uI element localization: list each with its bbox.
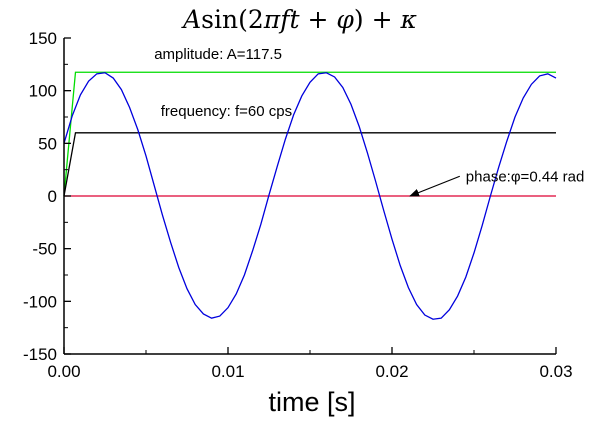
- title-part: (2: [238, 5, 264, 34]
- annotation-label: phase:φ=0.44 rad: [466, 168, 585, 185]
- title-part: ) +: [354, 5, 401, 34]
- x-axis-label: time [s]: [268, 387, 355, 417]
- y-tick-label: 50: [38, 134, 57, 153]
- title-part: +: [300, 5, 337, 34]
- y-tick-label: -100: [23, 292, 57, 311]
- annotation-label: amplitude: A=117.5: [154, 46, 282, 63]
- x-tick-label: 0.01: [211, 362, 244, 381]
- series-line-0: [63, 71, 556, 197]
- title-part: φ: [336, 5, 354, 34]
- annotation-arrow: [409, 175, 461, 197]
- annotation-label: frequency: f=60 cps: [161, 103, 292, 120]
- title-part: ft: [278, 5, 300, 34]
- title-part: sin: [201, 5, 238, 34]
- y-tick-label: 150: [29, 29, 57, 48]
- y-tick-label: -150: [23, 345, 57, 364]
- y-tick-label: -50: [32, 240, 57, 259]
- x-tick-label: 0.03: [539, 362, 572, 381]
- title-part: π: [263, 5, 281, 34]
- y-tick-label: 0: [48, 187, 57, 206]
- chart-title: Asin(2πft + φ) + κ: [181, 5, 417, 34]
- title-part: A: [181, 5, 201, 34]
- x-tick-label: 0.02: [375, 362, 408, 381]
- y-tick-label: 100: [29, 82, 57, 101]
- x-tick-label: 0.00: [47, 362, 80, 381]
- series-line-1: [63, 132, 556, 197]
- series-line-3: [63, 72, 557, 320]
- title-part: κ: [399, 5, 417, 34]
